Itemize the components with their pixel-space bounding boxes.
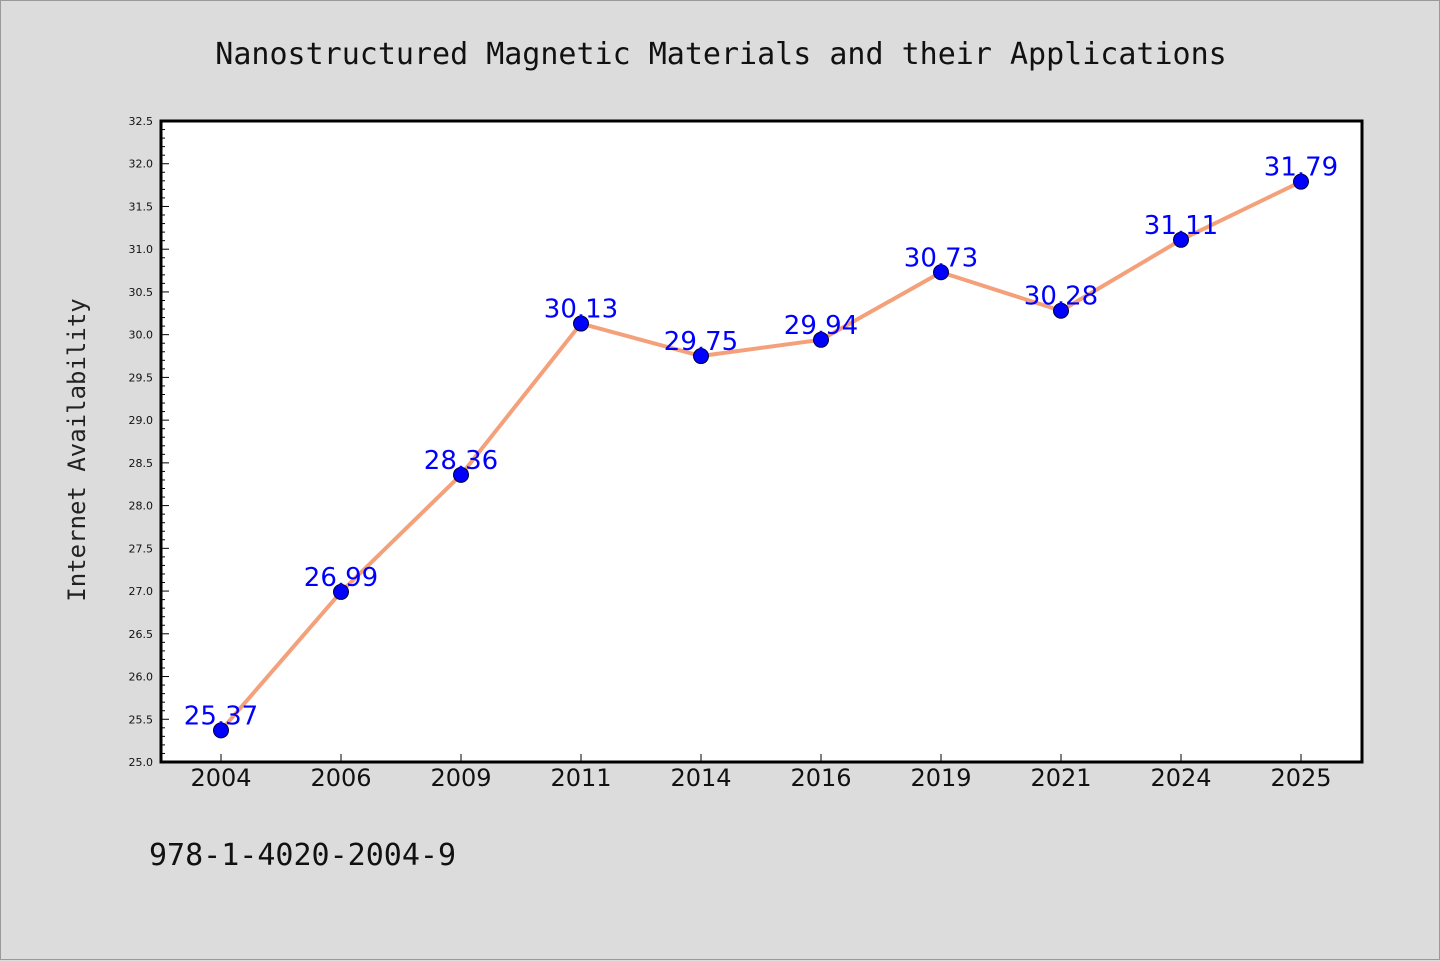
- data-point: [1173, 231, 1189, 248]
- data-label: 30.13: [544, 295, 618, 325]
- chart-title: Nanostructured Magnetic Materials and th…: [215, 37, 1226, 72]
- data-point: [933, 264, 949, 281]
- y-tick-label: 31.0: [129, 243, 154, 256]
- data-label: 26.99: [304, 563, 378, 593]
- data-point: [213, 722, 229, 739]
- data-point: [1053, 302, 1069, 319]
- x-tick-label: 2021: [1030, 764, 1091, 792]
- data-label: 29.94: [784, 311, 858, 341]
- x-tick-label: 2025: [1270, 764, 1331, 792]
- y-tick-label: 31.5: [129, 200, 154, 213]
- y-tick-label: 29.0: [129, 414, 154, 427]
- data-point: [693, 348, 709, 365]
- x-tick-label: 2009: [430, 764, 491, 792]
- data-labels: 25.37 26.99 28.36 30.13 29.75 29.94 30.73 30.28…: [184, 153, 1338, 732]
- x-tick-label: 2024: [1150, 764, 1211, 792]
- y-tick-label: 27.0: [129, 585, 154, 598]
- y-tick-label: 26.0: [129, 671, 154, 684]
- y-tick-label: 26.5: [129, 628, 154, 641]
- x-tick-label: 2006: [310, 764, 371, 792]
- x-tick-label: 2019: [910, 764, 971, 792]
- y-tick-label: 25.5: [129, 713, 154, 726]
- y-tick-label: 27.5: [129, 542, 154, 555]
- x-axis: 2004 2006 2009 2011 2014 2016 2019 2021 2024 2025: [190, 754, 1332, 792]
- data-point: [333, 583, 349, 600]
- series-line: [219, 179, 1302, 732]
- x-tick-label: 2004: [190, 764, 251, 792]
- data-label: 30.73: [904, 243, 978, 273]
- x-tick-label: 2014: [670, 764, 731, 792]
- x-tick-label: 2016: [790, 764, 851, 792]
- data-label: 31.11: [1144, 211, 1218, 241]
- data-label: 28.36: [424, 446, 498, 476]
- y-tick-label: 30.0: [129, 329, 154, 342]
- data-points: [213, 173, 1309, 739]
- y-axis-label: Internet Availability: [63, 298, 91, 601]
- y-tick-label: 30.5: [129, 286, 154, 299]
- y-tick-label: 32.0: [129, 158, 154, 171]
- plot-area: [159, 119, 1364, 764]
- footer-isbn: 978-1-4020-2004-9: [149, 838, 456, 873]
- y-tick-label: 32.5: [129, 115, 154, 128]
- data-point: [1293, 173, 1309, 190]
- data-point: [573, 315, 589, 332]
- data-point: [813, 331, 829, 348]
- data-label: 30.28: [1024, 282, 1098, 312]
- y-tick-label: 28.0: [129, 500, 154, 513]
- data-label: 25.37: [184, 701, 258, 731]
- y-tick-label: 29.5: [129, 371, 154, 384]
- x-tick-label: 2011: [550, 764, 611, 792]
- y-axis: 25.0 25.5 26.0 26.5 27.0 27.5 28.0 28.5 29.0 29.5…: [129, 115, 169, 769]
- data-label: 29.75: [664, 327, 738, 357]
- y-tick-label: 25.0: [129, 756, 154, 769]
- data-point: [453, 466, 469, 483]
- data-label: 31.79: [1264, 153, 1338, 183]
- y-tick-label: 28.5: [129, 457, 154, 470]
